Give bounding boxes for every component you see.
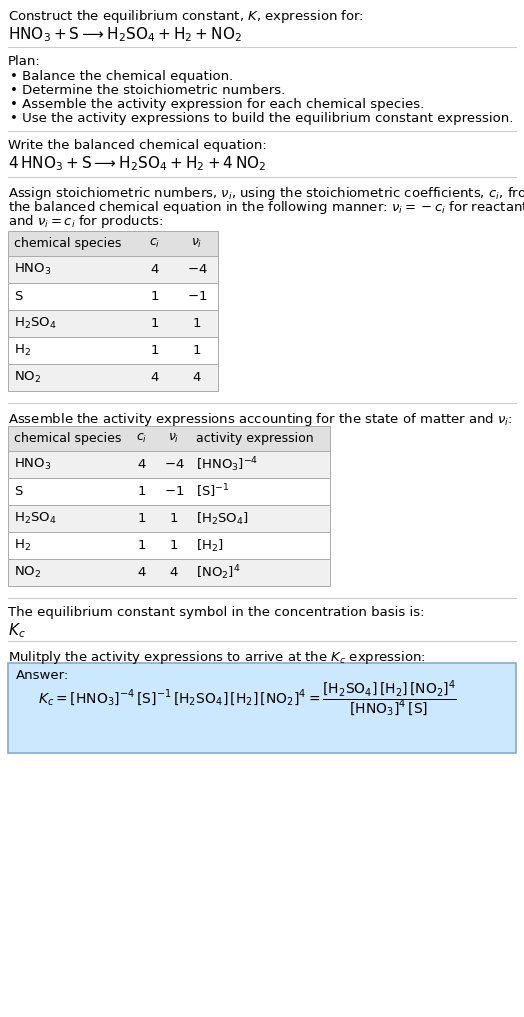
FancyBboxPatch shape	[8, 337, 218, 364]
Text: $\nu_i$: $\nu_i$	[191, 237, 203, 250]
Text: Assign stoichiometric numbers, $\nu_i$, using the stoichiometric coefficients, $: Assign stoichiometric numbers, $\nu_i$, …	[8, 185, 524, 202]
FancyBboxPatch shape	[8, 559, 330, 586]
Text: $\mathrm{HNO_3}$: $\mathrm{HNO_3}$	[14, 262, 51, 277]
Text: 4: 4	[151, 263, 159, 276]
Text: $-1$: $-1$	[187, 290, 207, 303]
Text: • Balance the chemical equation.: • Balance the chemical equation.	[10, 70, 233, 83]
Text: chemical species: chemical species	[14, 237, 122, 250]
Text: 1: 1	[138, 539, 146, 552]
Text: $K_c$: $K_c$	[8, 621, 26, 640]
Text: 1: 1	[193, 344, 201, 357]
Text: chemical species: chemical species	[14, 432, 122, 445]
FancyBboxPatch shape	[8, 532, 330, 559]
Text: • Use the activity expressions to build the equilibrium constant expression.: • Use the activity expressions to build …	[10, 112, 514, 125]
Text: $[\mathrm{NO_2}]^4$: $[\mathrm{NO_2}]^4$	[196, 563, 241, 582]
Text: $\mathrm{H_2SO_4}$: $\mathrm{H_2SO_4}$	[14, 511, 57, 526]
Text: $[\mathrm{H_2SO_4}]$: $[\mathrm{H_2SO_4}]$	[196, 511, 249, 527]
Text: 1: 1	[151, 344, 159, 357]
Text: $\mathrm{HNO_3}$: $\mathrm{HNO_3}$	[14, 457, 51, 472]
Text: 4: 4	[170, 566, 178, 579]
Text: $-1$: $-1$	[164, 485, 184, 498]
FancyBboxPatch shape	[8, 426, 330, 451]
Text: Answer:: Answer:	[16, 669, 69, 682]
Text: $\nu_i$: $\nu_i$	[168, 432, 180, 445]
Text: 4: 4	[193, 371, 201, 384]
Text: 1: 1	[151, 290, 159, 303]
Text: and $\nu_i = c_i$ for products:: and $\nu_i = c_i$ for products:	[8, 213, 163, 230]
Text: $[\mathrm{H_2}]$: $[\mathrm{H_2}]$	[196, 537, 224, 553]
Text: S: S	[14, 290, 23, 303]
Text: $\mathrm{H_2}$: $\mathrm{H_2}$	[14, 538, 31, 553]
Text: $\mathrm{H_2}$: $\mathrm{H_2}$	[14, 343, 31, 358]
Text: Write the balanced chemical equation:: Write the balanced chemical equation:	[8, 139, 267, 152]
FancyBboxPatch shape	[8, 451, 330, 478]
Text: 1: 1	[170, 512, 178, 525]
Text: • Assemble the activity expression for each chemical species.: • Assemble the activity expression for e…	[10, 98, 424, 111]
FancyBboxPatch shape	[8, 505, 330, 532]
Text: 4: 4	[151, 371, 159, 384]
Text: 1: 1	[151, 317, 159, 330]
Text: The equilibrium constant symbol in the concentration basis is:: The equilibrium constant symbol in the c…	[8, 606, 424, 619]
Text: $\mathrm{4\,HNO_3 + S \longrightarrow H_2SO_4 + H_2 + 4\,NO_2}$: $\mathrm{4\,HNO_3 + S \longrightarrow H_…	[8, 154, 266, 173]
Text: $\mathrm{NO_2}$: $\mathrm{NO_2}$	[14, 565, 41, 580]
Text: activity expression: activity expression	[196, 432, 314, 445]
Text: $-4$: $-4$	[187, 263, 208, 276]
FancyBboxPatch shape	[8, 256, 218, 283]
Text: $c_i$: $c_i$	[149, 237, 161, 250]
Text: 4: 4	[138, 458, 146, 471]
Text: $\mathrm{HNO_3 + S \longrightarrow H_2SO_4 + H_2 + NO_2}$: $\mathrm{HNO_3 + S \longrightarrow H_2SO…	[8, 25, 242, 44]
Text: $\mathrm{H_2SO_4}$: $\mathrm{H_2SO_4}$	[14, 316, 57, 332]
Text: 1: 1	[170, 539, 178, 552]
Text: $K_c = [\mathrm{HNO_3}]^{-4}\,[\mathrm{S}]^{-1}\,[\mathrm{H_2SO_4}]\,[\mathrm{H_: $K_c = [\mathrm{HNO_3}]^{-4}\,[\mathrm{S…	[38, 678, 457, 719]
Text: Mulitply the activity expressions to arrive at the $K_c$ expression:: Mulitply the activity expressions to arr…	[8, 649, 426, 666]
Text: $[\mathrm{S}]^{-1}$: $[\mathrm{S}]^{-1}$	[196, 483, 230, 500]
Text: $[\mathrm{HNO_3}]^{-4}$: $[\mathrm{HNO_3}]^{-4}$	[196, 456, 258, 474]
Text: S: S	[14, 485, 23, 498]
Text: 1: 1	[138, 485, 146, 498]
FancyBboxPatch shape	[8, 231, 218, 256]
Text: • Determine the stoichiometric numbers.: • Determine the stoichiometric numbers.	[10, 84, 285, 97]
Text: 1: 1	[138, 512, 146, 525]
FancyBboxPatch shape	[8, 364, 218, 391]
Text: Plan:: Plan:	[8, 55, 41, 68]
FancyBboxPatch shape	[8, 283, 218, 310]
FancyBboxPatch shape	[8, 310, 218, 337]
Text: $\mathrm{NO_2}$: $\mathrm{NO_2}$	[14, 370, 41, 385]
Text: $c_i$: $c_i$	[136, 432, 148, 445]
FancyBboxPatch shape	[8, 663, 516, 753]
FancyBboxPatch shape	[8, 478, 330, 505]
Text: Construct the equilibrium constant, $K$, expression for:: Construct the equilibrium constant, $K$,…	[8, 8, 364, 25]
Text: $-4$: $-4$	[163, 458, 184, 471]
Text: the balanced chemical equation in the following manner: $\nu_i = -c_i$ for react: the balanced chemical equation in the fo…	[8, 199, 524, 216]
Text: 1: 1	[193, 317, 201, 330]
Text: 4: 4	[138, 566, 146, 579]
Text: Assemble the activity expressions accounting for the state of matter and $\nu_i$: Assemble the activity expressions accoun…	[8, 411, 512, 428]
